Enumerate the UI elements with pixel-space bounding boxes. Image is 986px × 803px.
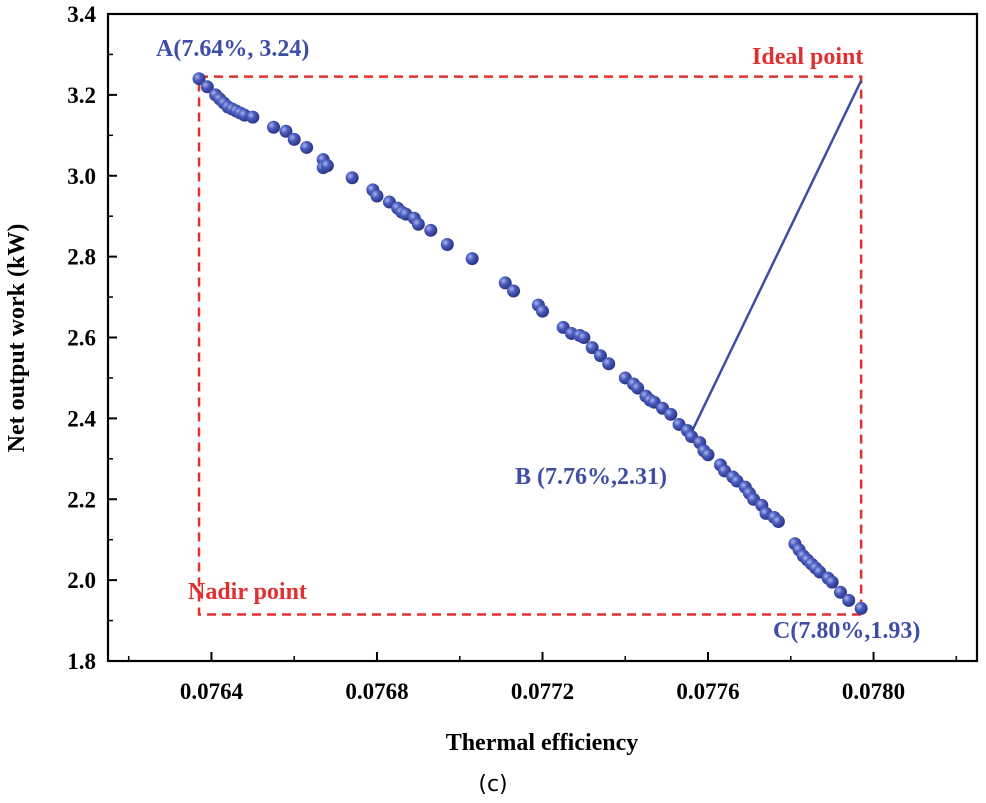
data-point (664, 407, 678, 421)
data-point (842, 593, 856, 607)
data-point (631, 381, 645, 395)
annotation-ideal-point: Ideal point (752, 44, 863, 70)
y-tick-label: 1.8 (67, 649, 96, 674)
data-point (701, 448, 715, 462)
y-tick-label: 2.0 (67, 568, 96, 593)
data-point (424, 223, 438, 237)
data-point (267, 120, 281, 134)
data-point (287, 132, 301, 146)
y-axis: 1.8 2.0 2.2 2.4 2.6 2.8 3.0 3.2 3.4 (67, 2, 117, 674)
data-point (440, 237, 454, 251)
x-tick-label: 0.0764 (180, 679, 244, 704)
data-point (825, 575, 839, 589)
data-point (345, 171, 359, 185)
ideal-nadir-box (197, 75, 863, 616)
y-axis-title: Net output work (kW) (4, 224, 30, 453)
data-point (370, 189, 384, 203)
y-tick-label: 3.0 (67, 164, 96, 189)
annotation-point-b: B (7.76%,2.31) (515, 464, 667, 490)
data-point (593, 349, 607, 363)
dashed-box (197, 75, 863, 616)
x-tick-label: 0.0780 (842, 679, 905, 704)
data-point (585, 341, 599, 355)
annotation-nadir-point: Nadir point (188, 579, 307, 605)
pointer-line (688, 80, 863, 438)
data-point (771, 514, 785, 528)
data-point (411, 217, 425, 231)
y-tick-label: 2.4 (67, 406, 96, 431)
data-point (300, 140, 314, 154)
data-point (507, 284, 521, 298)
data-point (577, 331, 591, 344)
y-tick-label: 3.2 (67, 83, 96, 108)
data-point (833, 585, 847, 599)
data-point (192, 72, 206, 86)
x-tick-label: 0.0776 (676, 679, 739, 704)
data-point (200, 80, 214, 94)
data-points (192, 72, 868, 615)
data-point (246, 110, 260, 124)
x-axis-title: Thermal efficiency (446, 730, 639, 756)
data-point (536, 304, 549, 318)
y-tick-label: 2.6 (67, 326, 96, 351)
data-point (498, 276, 512, 290)
annotation-point-a: A(7.64%, 3.24) (156, 36, 309, 62)
arrow-layer (688, 80, 863, 438)
annotation-point-c: C(7.80%,1.93) (773, 618, 920, 644)
y-tick-label: 2.8 (67, 245, 96, 270)
y-tick-label: 3.4 (67, 2, 96, 27)
data-point (602, 357, 616, 371)
data-point (279, 124, 293, 138)
y-tick-label: 2.2 (67, 487, 96, 512)
x-tick-label: 0.0768 (345, 679, 408, 704)
data-point (465, 252, 479, 266)
x-axis: 0.0764 0.0768 0.0772 0.0776 0.0780 (127, 652, 958, 704)
data-point (854, 601, 868, 615)
data-point (320, 159, 334, 173)
x-tick-label: 0.0772 (511, 679, 574, 704)
figure-caption: (c) (478, 772, 507, 797)
